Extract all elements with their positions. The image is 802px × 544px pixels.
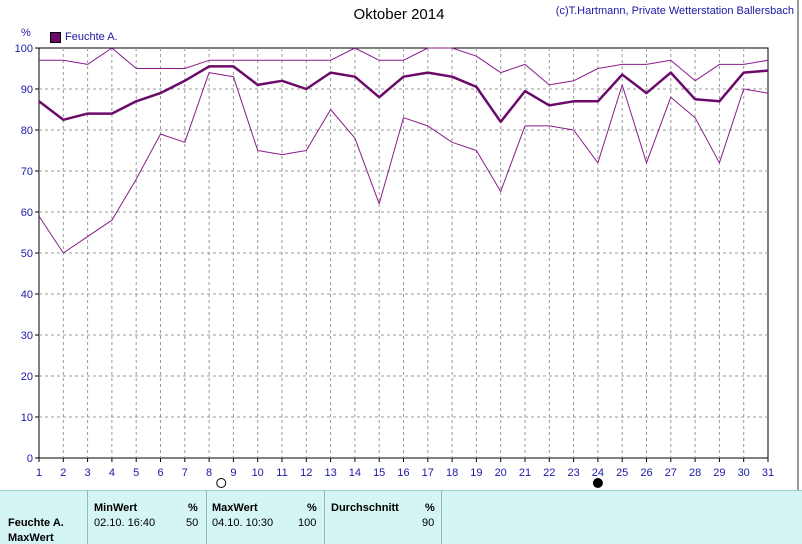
credit-text: (c)T.Hartmann, Private Wetterstation Bal… (555, 5, 794, 17)
series-line-min (38, 72, 769, 254)
min-value: 50 (186, 517, 199, 529)
stats-divider (206, 491, 207, 544)
stats-divider (324, 491, 325, 544)
chart-area: Oktober 2014 (c)T.Hartmann, Private Wett… (15, 0, 799, 490)
stats-row-label: Feuchte A. (8, 517, 64, 529)
x-tick-label: 17 (422, 467, 434, 479)
x-tick-label: 10 (252, 467, 264, 479)
x-tick-label: 28 (689, 467, 701, 479)
x-tick-label: 12 (300, 467, 312, 479)
x-tick-label: 29 (713, 467, 725, 479)
y-tick-label: 100 (15, 43, 33, 55)
stats-divider (87, 491, 88, 544)
y-tick-label: 10 (21, 412, 33, 424)
x-tick-label: 9 (230, 467, 236, 479)
x-tick-label: 4 (109, 467, 115, 479)
min-unit: % (188, 502, 198, 514)
min-header: MinWert (94, 502, 138, 514)
x-tick-label: 25 (616, 467, 628, 479)
x-tick-label: 26 (640, 467, 652, 479)
avg-value: 90 (422, 517, 435, 529)
x-tick-label: 16 (397, 467, 409, 479)
x-tick-label: 2 (60, 467, 66, 479)
x-tick-label: 18 (446, 467, 458, 479)
x-tick-label: 22 (543, 467, 555, 479)
legend-swatch (50, 31, 61, 43)
avg-unit: % (425, 502, 435, 514)
y-tick-label: 0 (27, 453, 33, 465)
chart-title: Oktober 2014 (353, 6, 445, 23)
stats-divider (441, 491, 442, 544)
max-time: 04.10. 10:30 (212, 517, 274, 529)
y-tick-label: 90 (21, 84, 33, 96)
x-tick-label: 8 (206, 467, 212, 479)
x-tick-label: 15 (373, 467, 385, 479)
min-time: 02.10. 16:40 (94, 517, 156, 529)
x-tick-label: 31 (762, 467, 774, 479)
avg-header: Durchschnitt (331, 502, 399, 514)
x-tick-label: 13 (324, 467, 336, 479)
x-tick-label: 1 (36, 467, 42, 479)
y-tick-label: 70 (21, 166, 33, 178)
y-tick-label: 60 (21, 207, 33, 219)
max-unit: % (307, 502, 317, 514)
legend-label: Feuchte A. (65, 31, 118, 43)
y-tick-label: 30 (21, 330, 33, 342)
y-tick-label: 20 (21, 371, 33, 383)
x-tick-label: 11 (276, 467, 287, 479)
humidity-chart: 1 2 3 4 5 6 7 8 9 10 11 12 13 14 15 16 17 18 19 20 21 22 23 24 2… (15, 0, 799, 490)
max-header: MaxWert (212, 502, 258, 514)
y-tick-label: 50 (21, 248, 33, 260)
y-tick-label: 80 (21, 125, 33, 137)
x-tick-label: 24 (592, 467, 604, 479)
stats-row-label-2: MaxWert (8, 532, 54, 544)
y-axis-unit: % (21, 27, 31, 39)
full-moon-icon (216, 478, 227, 488)
series-line-max (39, 47, 769, 86)
max-value: 100 (298, 517, 317, 529)
series-line-avg (38, 65, 769, 124)
new-moon-icon (592, 478, 603, 488)
x-tick-label: 23 (567, 467, 579, 479)
x-tick-label: 6 (157, 467, 163, 479)
y-tick-label: 40 (21, 289, 33, 301)
x-tick-label: 14 (349, 467, 361, 479)
stats-panel: Feuchte A. MaxWert MinWert % 02.10. 16:4… (0, 490, 802, 544)
x-tick-label: 5 (133, 467, 139, 479)
x-tick-label: 19 (470, 467, 482, 479)
legend: Feuchte A. (50, 31, 118, 43)
x-tick-label: 20 (495, 467, 507, 479)
x-tick-label: 27 (665, 467, 677, 479)
x-tick-label: 21 (519, 467, 531, 479)
x-tick-label: 7 (182, 467, 188, 479)
x-tick-label: 3 (85, 467, 91, 479)
x-tick-label: 30 (738, 467, 750, 479)
